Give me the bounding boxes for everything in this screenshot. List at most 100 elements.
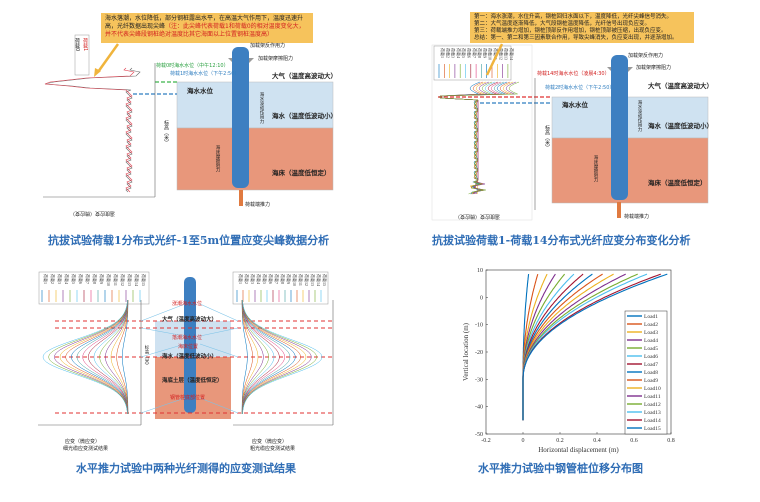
legend-entry: Load8 — [644, 370, 658, 376]
pullout-load1-figure — [43, 34, 334, 206]
strain-curve — [99, 299, 129, 415]
note-line-4: 总结：第一、第二和第三因素联合作用，导致尖峰消失，负应变出现，并逐渐增加。 — [474, 35, 678, 41]
x-tick-label: -0.2 — [481, 438, 491, 444]
water-level-14-label: 荷载14时海水水位（凌晨4:30） — [537, 71, 610, 77]
strain-curve — [110, 299, 129, 415]
leader-lines — [140, 303, 239, 414]
legend-entry: 荷载14 — [509, 48, 515, 60]
strain-curve — [105, 299, 129, 415]
legend-entry: Load3 — [644, 330, 658, 336]
seawater-zone — [176, 81, 334, 129]
seabed-label: 海床（温度低恒定） — [648, 179, 707, 187]
legend-entry: 荷载4 — [64, 274, 70, 284]
legend-entry: 荷载12 — [498, 48, 504, 60]
strain-curve — [241, 299, 248, 415]
y-tick-label: -40 — [475, 405, 483, 411]
pile-bottom-label: 钢管桩底部位置 — [170, 395, 206, 401]
legend-box — [74, 34, 90, 76]
legend-entry: 荷载13 — [310, 274, 316, 286]
push-label: 荷载端推力 — [245, 202, 271, 208]
x-tick-label: 0.4 — [593, 438, 601, 444]
legend-entry: 荷载2 — [50, 274, 56, 284]
legend-entry: Load11 — [644, 394, 661, 400]
caption-bottom-right: 水平推力试验中钢管桩位移分布图 — [478, 462, 643, 475]
reaction-label: 加载架反作用力 — [250, 43, 286, 49]
y-tick-label: -30 — [475, 377, 483, 383]
legend-entry: 荷载14 — [316, 274, 322, 286]
high-tide-label: 涨潮海水水位 — [172, 301, 203, 307]
legend-entry: 荷载5 — [71, 274, 77, 284]
strain-curve — [241, 299, 275, 415]
y-axis-label: Vertical location (m) — [462, 322, 470, 381]
strain-curve — [242, 299, 296, 415]
strain-curve — [59, 299, 128, 415]
strain-curve — [242, 299, 323, 415]
right-result-label: 粗光缆应变测试结果 — [250, 446, 296, 452]
legend-entry: 荷载3 — [57, 274, 63, 284]
legend-entry: 荷载10 — [292, 274, 298, 286]
y-tick-label: 0 — [480, 295, 483, 301]
legend-load0: 荷载0 — [74, 38, 80, 52]
left-legend-box — [38, 271, 150, 305]
legend-entry: Load5 — [644, 346, 658, 352]
y-tick-label: -20 — [475, 350, 483, 356]
callout-arrow — [485, 43, 504, 76]
left-result-label: 细光缆应变测试结果 — [63, 446, 109, 452]
sea-level-label: 海水水位 — [187, 87, 213, 95]
strain-curve — [242, 299, 291, 415]
legend-entry: Load4 — [644, 338, 658, 344]
caption-top-right: 抗拔试验荷载1-荷载14分布式光纤应变分布变化分析 — [432, 234, 691, 247]
y-tick-label: -10 — [475, 323, 483, 329]
strain-curve — [241, 299, 259, 415]
legend-entry: 荷载10 — [488, 48, 494, 60]
water-level-0-label: 荷载0时海水水位（中午12:10） — [156, 63, 229, 69]
legend-entry: 荷载11 — [113, 274, 119, 286]
strain-curve — [241, 299, 269, 415]
strain-curve — [116, 299, 129, 415]
wave-force-label: 海水波动作用力 — [259, 92, 264, 124]
reaction-label: 加载架反作用力 — [628, 53, 664, 59]
legend-entry: 荷载6 — [467, 48, 473, 58]
legend-entry: 荷载3 — [250, 274, 256, 284]
pullout-load1-14-figure: 荷载1 荷载2 荷载3 荷载4 荷载5 荷载6 荷载7 荷载8 荷载9 荷载10 荷载11 荷载12 荷… — [431, 43, 709, 221]
strain-curve — [54, 299, 128, 415]
legend-entry: 荷载1 — [440, 48, 446, 58]
strain-curve — [76, 299, 128, 415]
steel-pile — [611, 55, 628, 200]
x-axis-label: 温度应变（微应变） — [455, 213, 501, 219]
strain-curve — [241, 299, 264, 415]
water-level-1-label: 荷载1时海水水位（下午2:50） — [170, 71, 240, 77]
strain-curve — [93, 299, 129, 415]
strain-curve — [439, 81, 517, 195]
series-line-load15 — [522, 273, 668, 421]
wave-force-label: 海水波动作用力 — [637, 100, 642, 132]
legend-entry: Load14 — [644, 418, 661, 424]
legend-entry: 荷载12 — [120, 274, 126, 286]
legend-entry: Load13 — [644, 410, 661, 416]
steel-pile — [232, 47, 249, 188]
x-tick-label: 0 — [522, 438, 525, 444]
seawater-zone — [551, 96, 709, 139]
note-line-2: 第二：大气温度逐渐降低，大气段钢桩温度降低，光纤信号出现负应变。 — [474, 21, 651, 27]
legend-entry: 荷载15 — [141, 274, 147, 286]
strain-curve — [241, 299, 253, 415]
strain-curve — [242, 299, 301, 415]
x-tick-label: 0.8 — [667, 438, 675, 444]
caption-bottom-left: 水平推力试验中两种光纤测得的应变测试结果 — [76, 462, 296, 475]
legend-entry: 荷载6 — [78, 274, 84, 284]
strain-curve — [65, 299, 128, 415]
friction-label: 加载架摩擦阻力 — [258, 56, 294, 62]
push-label: 荷载端推力 — [624, 214, 650, 220]
legend-entry: 荷载9 — [286, 274, 292, 284]
legend-entry: Load7 — [644, 362, 658, 368]
annotation-box: 第一：海水涨潮，水位升高，钢桩回归水面以下，温度降低，光纤尖峰信号消失。 第二：… — [470, 12, 694, 43]
strain-curve — [242, 299, 317, 415]
atmosphere-label: 大气（温度高波动大） — [162, 317, 218, 323]
legend-entry: Load9 — [644, 378, 658, 384]
legend-entry: Load6 — [644, 354, 658, 360]
legend-entry: 荷载12 — [304, 274, 310, 286]
legend-entry: 荷载8 — [280, 274, 286, 284]
annotation-note: （注：此尖峰代表荷载1和荷载0的相对温度变化大，并不代表尖峰段钢桩绝对温度比其它… — [105, 23, 305, 38]
atmosphere-label: 大气（温度高波动大） — [648, 82, 713, 90]
